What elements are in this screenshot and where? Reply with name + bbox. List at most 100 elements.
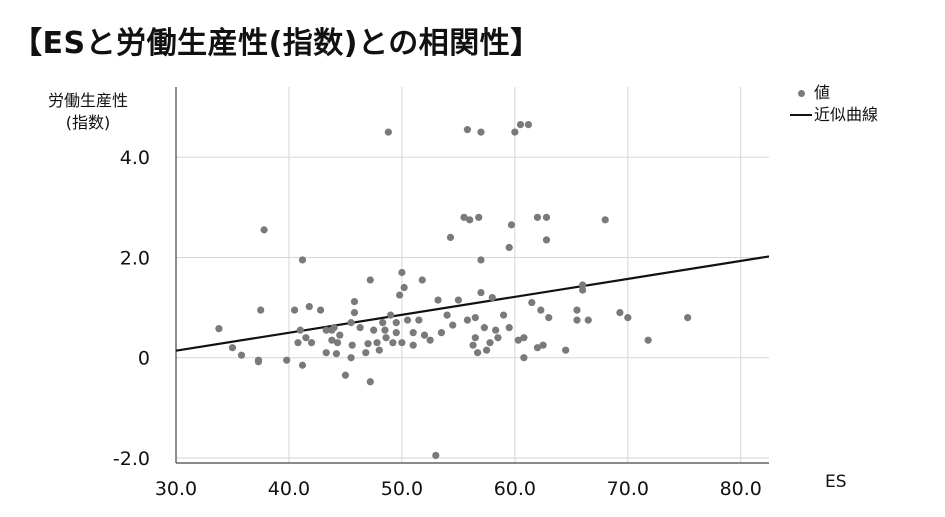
data-point [520,354,528,362]
data-point [257,306,265,314]
data-point [443,311,451,319]
data-point [573,316,581,324]
data-point [473,349,482,357]
x-tick-label: 50.0 [381,478,423,500]
data-point [624,314,632,322]
data-point [488,293,496,302]
data-point [499,311,508,319]
data-point [382,334,390,342]
axes [175,87,769,464]
data-point [387,311,395,319]
legend-label-trendline: 近似曲線 [814,105,879,124]
data-point [398,268,406,277]
trendline [175,255,770,352]
data-point [562,346,570,354]
data-point [492,326,500,334]
data-point [260,226,268,234]
data-point [347,354,355,362]
y-axis-label-line-1: 労働生産性 [48,91,129,110]
data-point [392,319,400,327]
data-point [537,306,545,314]
data-point [364,340,372,348]
data-point [215,325,223,333]
data-point [573,306,581,314]
data-point [463,126,472,134]
data-point [469,341,477,349]
data-point [298,256,307,264]
data-point [616,309,624,317]
data-point [684,314,692,322]
x-axis-label: ES [825,472,847,492]
x-tick-label: 30.0 [155,478,197,500]
data-point [366,276,374,284]
data-point [516,121,525,129]
data-point [579,281,587,289]
y-axis-label: 労働生産性 (指数) [48,90,128,134]
data-point [389,339,397,347]
legend-label-points: 値 [814,83,831,102]
data-point [644,336,652,344]
data-point [507,221,516,229]
data-point [460,213,468,221]
data-point [375,346,383,354]
x-tick-labels: 30.0 40.0 50.0 60.0 70.0 80.0 [155,478,762,500]
y-tick-label: -2.0 [113,448,150,470]
horizontal-gridlines [176,156,769,459]
data-point [533,213,542,221]
data-point [333,339,342,347]
data-point [366,378,374,386]
data-point [514,336,522,344]
data-point [409,329,417,337]
x-tick-label: 70.0 [607,478,649,500]
data-point [298,361,307,369]
data-point [477,256,485,264]
data-point [370,326,378,334]
data-point [350,297,359,306]
data-point [291,306,299,314]
data-point [434,296,442,304]
legend: 値 近似曲線 [788,82,878,126]
y-tick-label: 0 [138,348,150,370]
data-point [316,306,325,314]
data-point [400,283,408,292]
data-point [432,451,440,460]
x-tick-label: 40.0 [268,478,310,500]
data-point [384,128,392,136]
legend-line-swatch [788,114,814,116]
data-points [215,121,692,460]
data-point [454,296,462,304]
data-point [542,213,551,221]
y-axis-label-line-2: (指数) [65,113,111,132]
data-point [449,321,457,329]
data-point [409,341,417,349]
data-point [305,302,313,311]
data-point [398,339,406,347]
vertical-gridlines [288,87,742,463]
data-point [477,288,485,297]
x-tick-label: 80.0 [720,478,762,500]
y-tick-labels: -2.0 0 2.0 4.0 [113,147,150,470]
data-point [505,243,513,252]
data-point [415,316,423,324]
data-point [294,339,302,347]
legend-item-points: 値 [788,82,878,104]
data-point [283,356,291,364]
chart-title: 【ESと労働生産性(指数)との相関性】 [12,26,541,61]
trendline-group [175,255,770,352]
data-point [341,371,350,379]
data-point [601,216,609,224]
data-point [228,344,237,352]
data-point [379,319,387,327]
y-tick-label: 2.0 [120,247,150,269]
data-point [348,341,356,349]
data-point [373,339,381,347]
data-point [511,128,519,136]
data-point [533,344,542,352]
data-point [463,316,472,324]
data-point [403,316,412,324]
data-point [486,339,494,347]
data-point [426,336,434,344]
data-point [471,334,479,342]
data-point [336,331,344,339]
data-point [437,329,446,337]
